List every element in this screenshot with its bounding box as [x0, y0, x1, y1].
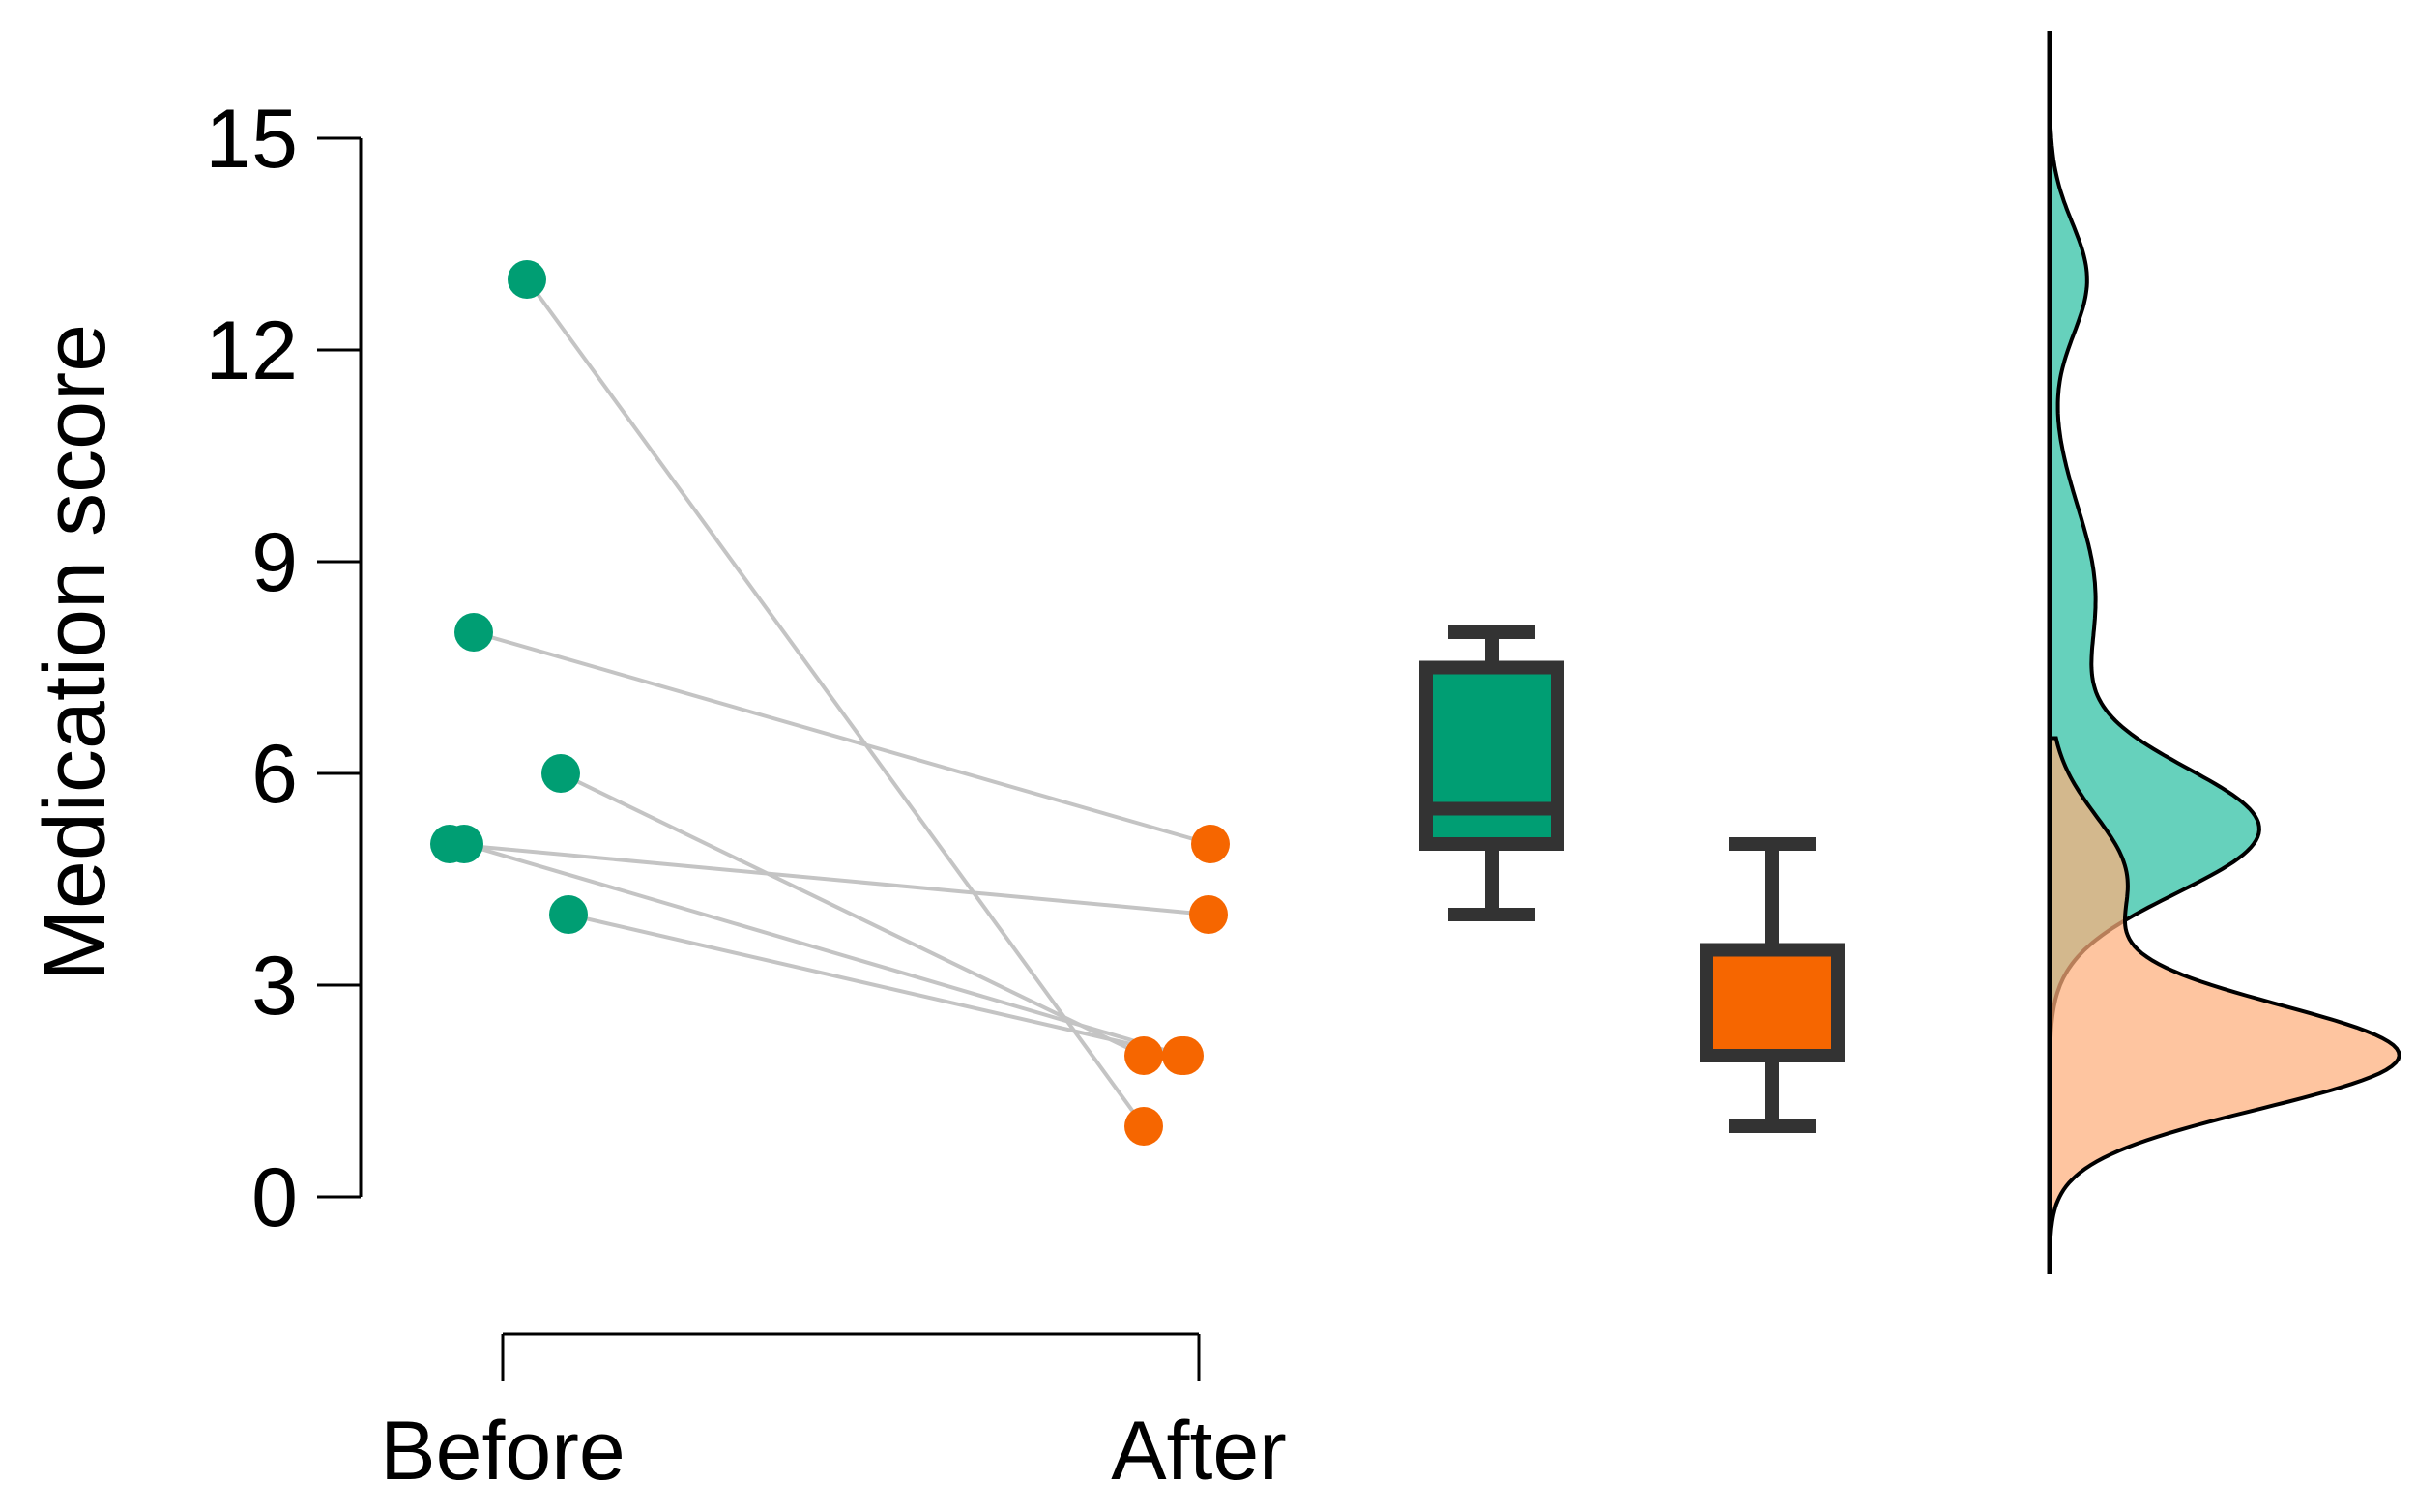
x-tick-label-after: After: [1111, 1405, 1287, 1497]
box-iqr: [1700, 943, 1845, 1062]
data-points: [430, 260, 1230, 1146]
y-tick-label: 15: [205, 93, 298, 186]
y-axis-title: Medication score: [27, 324, 124, 981]
boxplots: [1419, 625, 1845, 1133]
boxplot-after: [1700, 837, 1845, 1133]
after-point: [1162, 1036, 1201, 1075]
before-point: [445, 825, 483, 863]
pair-line: [463, 842, 1185, 1058]
y-tick-label: 3: [251, 940, 298, 1032]
pair-line: [525, 277, 1146, 1128]
y-tick-label: 6: [251, 728, 298, 821]
y-tick-label: 12: [205, 305, 298, 397]
x-tick-label-before: Before: [380, 1405, 625, 1497]
y-axis: 0 3 6 9 12 15: [205, 93, 363, 1244]
density-after: [2048, 736, 2401, 1241]
after-point: [1124, 1036, 1163, 1075]
box-iqr: [1419, 660, 1564, 851]
y-tick-label: 0: [251, 1151, 298, 1244]
boxplot-before: [1419, 625, 1564, 921]
after-point: [1191, 825, 1230, 863]
pair-line: [568, 913, 1182, 1058]
pair-lines: [449, 277, 1211, 1128]
pair-line: [449, 842, 1209, 916]
before-point: [508, 260, 546, 299]
after-point: [1189, 895, 1228, 934]
density-plots: [2047, 31, 2401, 1274]
pair-line: [473, 630, 1211, 846]
before-point: [541, 754, 580, 793]
before-point: [549, 895, 588, 934]
pair-line: [560, 771, 1145, 1058]
after-point: [1124, 1107, 1163, 1146]
y-tick-label: 9: [251, 516, 298, 609]
density-before: [2048, 32, 2261, 1044]
x-axis: Before After: [380, 1332, 1287, 1497]
before-point: [454, 613, 493, 652]
